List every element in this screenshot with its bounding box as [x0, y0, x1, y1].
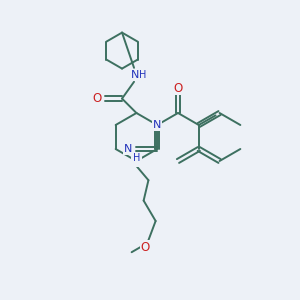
Text: O: O — [93, 92, 102, 105]
Text: H: H — [139, 70, 147, 80]
Text: N: N — [123, 144, 132, 154]
Text: N: N — [153, 120, 161, 130]
Text: H: H — [133, 153, 140, 163]
Text: N: N — [131, 70, 139, 80]
Text: O: O — [141, 241, 150, 254]
Text: N: N — [153, 120, 161, 130]
Text: O: O — [173, 82, 183, 94]
Text: N: N — [132, 156, 141, 166]
